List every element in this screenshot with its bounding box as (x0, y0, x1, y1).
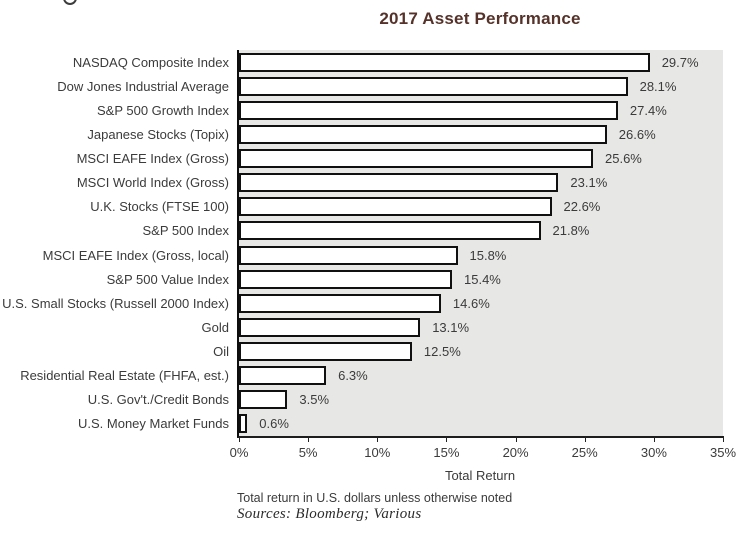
x-axis-title: Total Return (444, 468, 516, 483)
bar (239, 366, 327, 386)
bar (239, 221, 541, 241)
category-label: S&P 500 Value Index (106, 271, 229, 287)
plot-area: 29.7% 28.1% 27.4% 26.6% 25.6% 23.1% 22.6% 21.8%… (230, 50, 736, 460)
category-label: MSCI World Index (Gross) (76, 175, 229, 191)
sources-line: Sources: Bloomberg; Various (237, 506, 422, 522)
x-axis-tick (239, 436, 240, 442)
category-label: Oil (213, 344, 229, 360)
bar (239, 100, 618, 120)
bar-chart: NASDAQ Composite Index Dow Jones Industri… (0, 50, 744, 460)
bar (239, 390, 288, 410)
x-axis-tick (446, 436, 448, 442)
category-label: U.S. Gov't./Credit Bonds (87, 392, 229, 408)
category-label: U.K. Stocks (FTSE 100) (90, 199, 229, 215)
x-axis-tick (377, 436, 379, 442)
category-label: MSCI EAFE Index (Gross) (76, 151, 229, 167)
category-label: U.S. Small Stocks (Russell 2000 Index) (2, 295, 229, 311)
bar (239, 124, 607, 144)
x-tick-label: 20% (502, 445, 529, 460)
x-axis-tick (515, 436, 517, 442)
bar (239, 149, 593, 169)
bar (239, 197, 552, 217)
x-axis-tick (308, 436, 310, 442)
value-label: 25.6% (605, 151, 642, 167)
bar (239, 52, 650, 72)
value-label: 14.6% (452, 295, 490, 311)
x-axis-tick (584, 436, 586, 442)
bar (239, 414, 248, 434)
category-label: MSCI EAFE Index (Gross, local) (42, 247, 229, 263)
category-label: S&P 500 Index (142, 223, 230, 239)
value-label: 21.8% (552, 223, 590, 239)
cutoff-letter-fragment (63, 0, 77, 5)
value-label: 15.4% (464, 271, 501, 287)
category-label: Japanese Stocks (Topix) (87, 126, 229, 142)
x-axis-tick (653, 436, 655, 442)
category-label: S&P 500 Growth Index (96, 102, 229, 118)
value-label: 12.5% (423, 344, 461, 360)
bar (239, 245, 458, 265)
footnote: Total return in U.S. dollars unless othe… (237, 491, 513, 505)
value-label: 3.5% (299, 392, 330, 408)
x-tick-label: 25% (571, 445, 598, 460)
value-label: 28.1% (639, 78, 677, 94)
x-tick-label: 30% (640, 445, 667, 460)
bar (239, 269, 452, 289)
x-axis-tick (723, 436, 724, 442)
bar (239, 293, 441, 313)
value-label: 15.8% (469, 247, 507, 263)
category-label: Gold (201, 319, 229, 335)
value-label: 23.1% (570, 175, 608, 191)
category-label: NASDAQ Composite Index (72, 54, 229, 70)
x-tick-label: 10% (364, 445, 391, 460)
bar (239, 173, 559, 193)
category-label: U.S. Money Market Funds (78, 416, 229, 432)
value-label: 0.6% (259, 416, 289, 432)
bar (239, 342, 412, 362)
category-labels-column: NASDAQ Composite Index Dow Jones Industri… (0, 50, 229, 438)
x-tick-label: 0% (229, 445, 249, 460)
bar (239, 317, 421, 337)
x-tick-label: 15% (433, 445, 460, 460)
bar (239, 76, 628, 96)
value-label: 26.6% (618, 126, 656, 142)
category-label: Dow Jones Industrial Average (57, 78, 229, 94)
x-tick-label: 5% (298, 445, 318, 460)
x-tick-label: 35% (709, 445, 737, 460)
category-label: Residential Real Estate (FHFA, est.) (20, 368, 229, 384)
value-label: 27.4% (629, 102, 667, 118)
value-label: 6.3% (338, 368, 368, 384)
value-label: 13.1% (432, 319, 470, 335)
value-label: 22.6% (563, 199, 601, 215)
chart-title: 2017 Asset Performance (379, 9, 581, 28)
value-label: 29.7% (661, 54, 699, 70)
